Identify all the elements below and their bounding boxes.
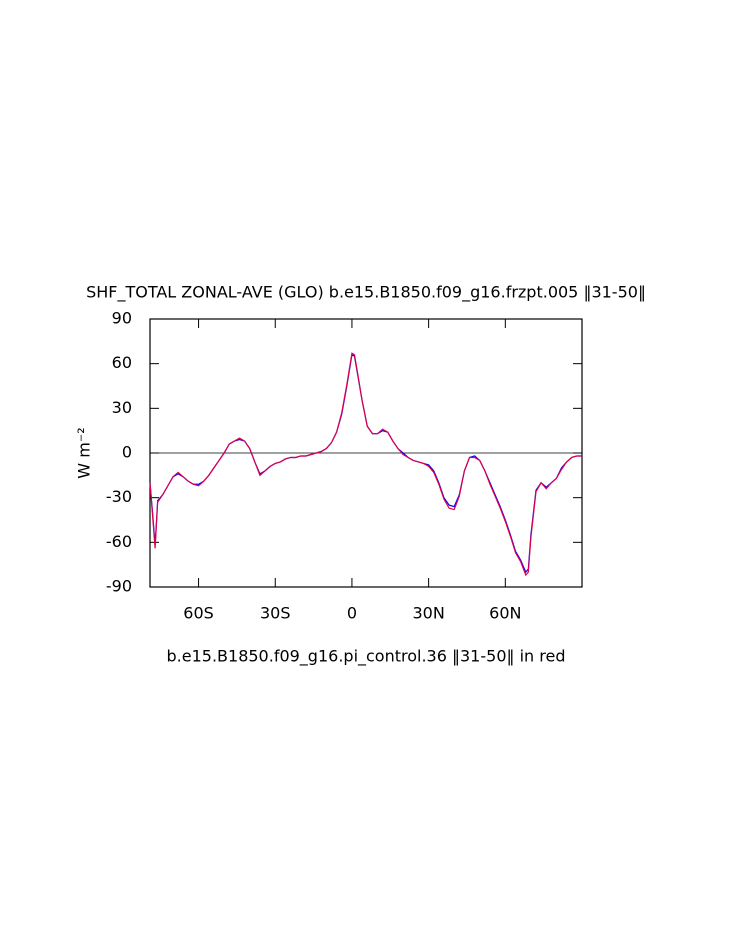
x-tick-label: 0 — [347, 604, 357, 623]
y-tick-label: 90 — [112, 309, 132, 328]
y-axis-label: W m⁻² — [75, 427, 94, 478]
x-tick-label: 30N — [412, 604, 444, 623]
series-line — [149, 352, 582, 577]
x-tick-label: 60S — [183, 604, 214, 623]
y-tick-label: 60 — [112, 353, 132, 372]
y-tick-label: -30 — [106, 487, 132, 506]
chart-subtitle: b.e15.B1850.f09_g16.pi_control.36 ‖31-50… — [167, 647, 566, 667]
y-tick-label: 0 — [122, 443, 132, 462]
x-tick-label: 60N — [489, 604, 521, 623]
x-tick-label: 30S — [260, 604, 291, 623]
series-line — [149, 353, 582, 574]
chart-title: SHF_TOTAL ZONAL-AVE (GLO) b.e15.B1850.f0… — [86, 283, 646, 303]
y-tick-label: -90 — [106, 577, 132, 596]
y-tick-label: -60 — [106, 532, 132, 551]
y-tick-label: 30 — [112, 398, 132, 417]
